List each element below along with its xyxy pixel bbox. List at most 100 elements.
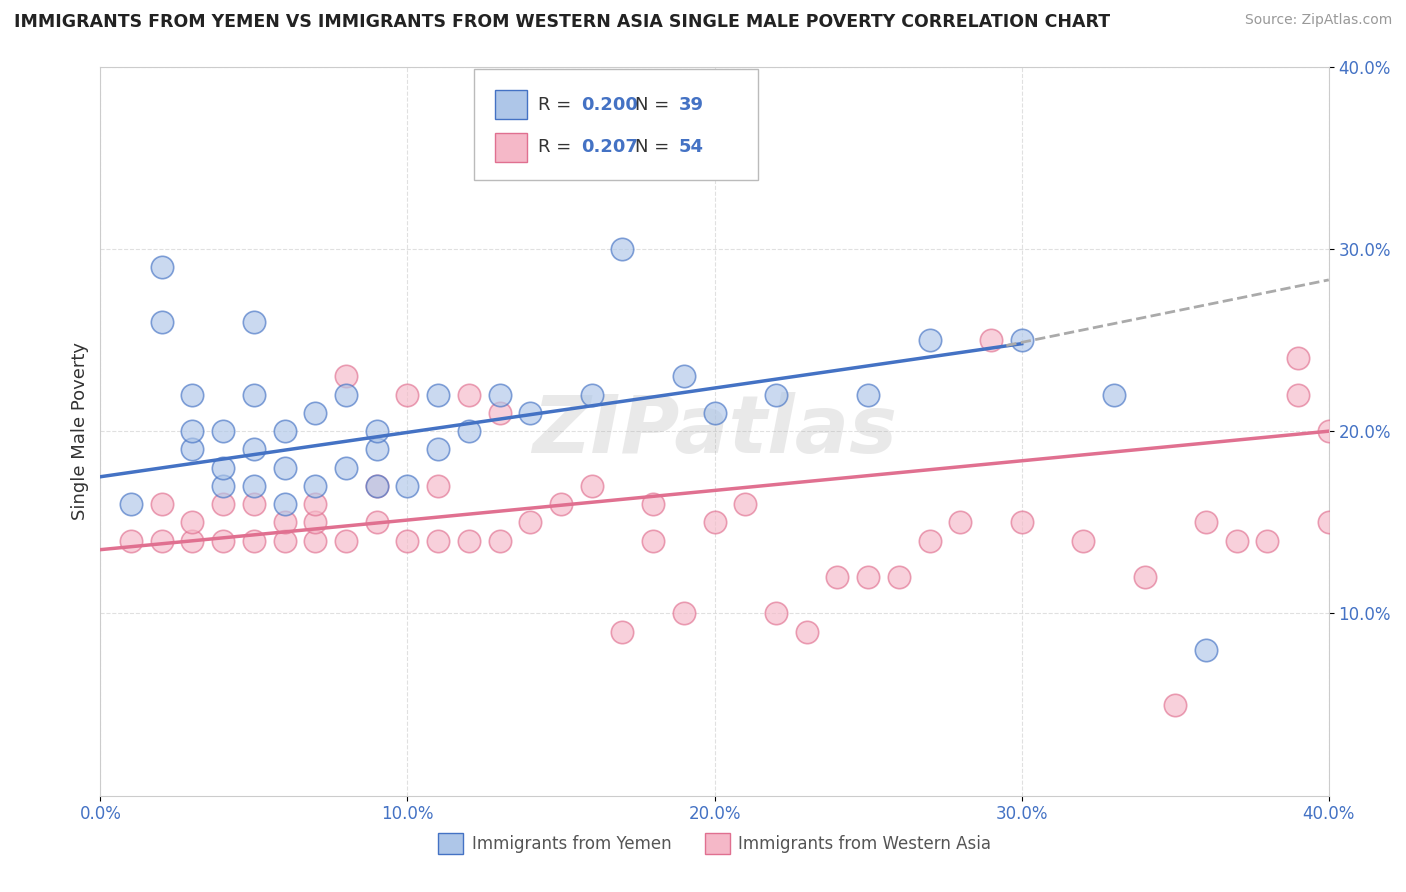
Point [918,533,941,548]
Point [366,516,388,530]
Y-axis label: Single Male Poverty: Single Male Poverty [72,343,89,520]
Point [1226,533,1249,548]
Text: 39: 39 [679,95,703,113]
Point [488,533,510,548]
Point [703,516,725,530]
Point [243,388,266,402]
Point [949,516,972,530]
Point [181,388,204,402]
Point [827,570,849,584]
Point [273,533,295,548]
Point [1011,333,1033,347]
Point [1102,388,1125,402]
Point [1317,516,1340,530]
Point [643,533,665,548]
Point [918,333,941,347]
Point [335,460,357,475]
Point [672,369,695,384]
Point [488,388,510,402]
Text: Source: ZipAtlas.com: Source: ZipAtlas.com [1244,13,1392,28]
Text: 0.207: 0.207 [581,138,638,156]
Point [396,533,419,548]
Point [304,406,326,420]
Point [427,479,450,493]
Point [519,516,541,530]
Point [1133,570,1156,584]
Text: R =: R = [538,138,576,156]
Point [366,479,388,493]
Point [150,260,173,274]
Text: N =: N = [636,138,675,156]
Point [1195,516,1218,530]
Point [243,442,266,457]
Point [887,570,910,584]
Point [212,479,235,493]
Point [212,424,235,438]
Point [612,624,634,639]
Point [366,442,388,457]
Point [550,497,572,511]
Point [427,388,450,402]
Point [488,406,510,420]
Point [181,533,204,548]
Point [396,479,419,493]
Point [581,479,603,493]
Point [672,607,695,621]
Point [765,607,787,621]
Point [1317,424,1340,438]
Point [366,479,388,493]
Point [273,424,295,438]
Point [181,516,204,530]
Point [304,533,326,548]
Point [243,479,266,493]
Text: IMMIGRANTS FROM YEMEN VS IMMIGRANTS FROM WESTERN ASIA SINGLE MALE POVERTY CORREL: IMMIGRANTS FROM YEMEN VS IMMIGRANTS FROM… [14,13,1111,31]
Legend: Immigrants from Yemen, Immigrants from Western Asia: Immigrants from Yemen, Immigrants from W… [432,827,997,861]
Point [980,333,1002,347]
Point [856,388,879,402]
Point [643,497,665,511]
Point [457,388,479,402]
Point [457,533,479,548]
Point [1195,643,1218,657]
Point [304,479,326,493]
Point [734,497,756,511]
Point [212,460,235,475]
Point [120,497,142,511]
Point [796,624,818,639]
Point [304,516,326,530]
Point [212,533,235,548]
Point [335,533,357,548]
Text: 0.200: 0.200 [581,95,638,113]
Point [457,424,479,438]
Point [273,497,295,511]
Point [304,497,326,511]
Point [243,533,266,548]
Point [427,442,450,457]
Text: N =: N = [636,95,675,113]
Point [703,406,725,420]
Point [519,406,541,420]
Point [120,533,142,548]
Point [765,388,787,402]
Point [1011,516,1033,530]
Text: ZIPatlas: ZIPatlas [531,392,897,470]
Point [856,570,879,584]
Point [1286,351,1309,366]
Point [335,388,357,402]
Point [243,315,266,329]
Text: R =: R = [538,95,576,113]
Point [273,516,295,530]
Point [1071,533,1094,548]
Point [1286,388,1309,402]
Point [243,497,266,511]
Point [366,424,388,438]
Point [150,315,173,329]
Point [212,497,235,511]
Point [427,533,450,548]
Point [273,460,295,475]
Point [396,388,419,402]
Point [181,442,204,457]
Point [150,533,173,548]
Text: 54: 54 [679,138,703,156]
Point [581,388,603,402]
